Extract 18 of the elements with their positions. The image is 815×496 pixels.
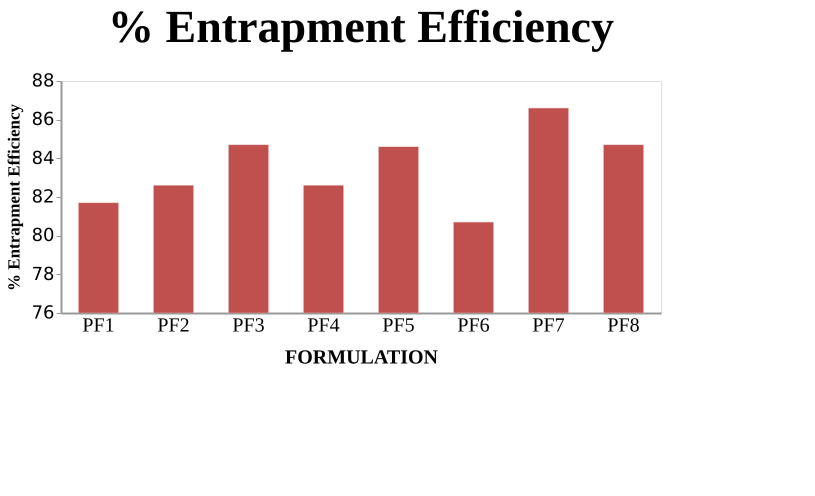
y-axis-title: % Entrapment Efficiency — [4, 104, 24, 291]
x-tick-label: PF2 — [157, 314, 190, 336]
y-tick-label: 80 — [32, 225, 54, 246]
x-tick-label: PF8 — [607, 314, 640, 336]
x-tick-label: PF4 — [307, 314, 340, 336]
x-tick-label: PF7 — [532, 314, 565, 336]
y-tick-label: 78 — [32, 264, 54, 285]
y-tick-label: 88 — [32, 70, 54, 92]
chart-title: % Entrapment Efficiency — [108, 1, 614, 52]
x-axis-title: FORMULATION — [285, 346, 439, 368]
x-tick-label: PF1 — [82, 314, 115, 336]
x-tick-label: PF5 — [382, 314, 415, 336]
y-tick-label: 86 — [32, 109, 54, 130]
x-tick-label: PF6 — [457, 314, 490, 336]
x-tick-label: PF3 — [232, 314, 265, 336]
y-tick-label: 76 — [32, 302, 54, 324]
y-tick-label: 84 — [32, 148, 54, 169]
y-tick-label: 82 — [32, 186, 54, 208]
